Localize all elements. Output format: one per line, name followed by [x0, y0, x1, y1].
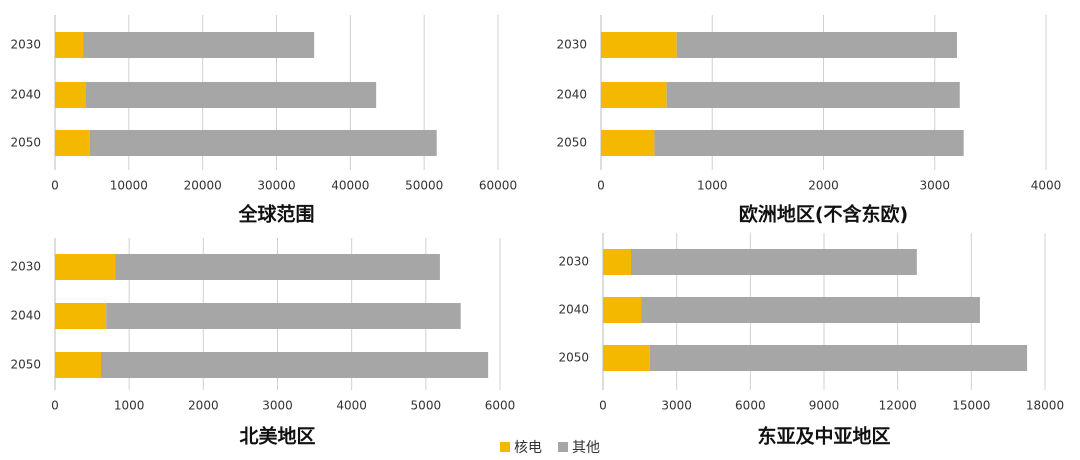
legend-swatch	[500, 442, 510, 452]
bar-segment	[83, 32, 315, 58]
bar-segment	[55, 32, 84, 58]
chart-title: 东亚及中亚地区	[757, 425, 890, 448]
x-tick-label: 2000	[188, 399, 219, 413]
bar-segment	[601, 130, 655, 156]
y-tick-label: 2040	[558, 303, 589, 317]
y-tick-label: 2050	[558, 351, 589, 365]
x-tick-label: 0	[597, 179, 605, 193]
x-tick-label: 3000	[919, 179, 950, 193]
x-tick-label: 6000	[485, 399, 516, 413]
y-tick-label: 2050	[556, 136, 587, 150]
bar-segment	[89, 130, 437, 156]
y-tick-label: 2050	[10, 358, 41, 372]
x-tick-label: 1000	[114, 399, 145, 413]
bar-segment	[649, 345, 1028, 371]
y-tick-label: 2040	[10, 309, 41, 323]
legend-label: 其他	[572, 440, 600, 456]
bar-segment	[630, 249, 917, 275]
x-tick-label: 12000	[879, 399, 917, 413]
chart-title: 北美地区	[239, 425, 315, 448]
y-tick-label: 2030	[556, 38, 587, 52]
y-tick-label: 2030	[558, 255, 589, 269]
bar-segment	[55, 303, 107, 329]
x-tick-label: 1000	[697, 179, 728, 193]
x-tick-label: 40000	[331, 179, 369, 193]
bar-segment	[603, 345, 650, 371]
bar-segment	[106, 303, 461, 329]
bar-segment	[603, 249, 631, 275]
bar-segment	[55, 130, 90, 156]
x-tick-label: 4000	[1031, 179, 1062, 193]
x-tick-label: 10000	[110, 179, 148, 193]
x-tick-label: 0	[51, 399, 59, 413]
x-tick-label: 0	[51, 179, 59, 193]
y-tick-label: 2050	[10, 136, 41, 150]
x-tick-label: 6000	[735, 399, 766, 413]
x-tick-label: 30000	[257, 179, 295, 193]
bar-segment	[55, 82, 87, 108]
bar-segment	[601, 32, 677, 58]
y-tick-label: 2030	[10, 38, 41, 52]
x-tick-label: 50000	[405, 179, 443, 193]
bar-segment	[641, 297, 980, 323]
x-tick-label: 3000	[661, 399, 692, 413]
bar-segment	[666, 82, 960, 108]
bar-segment	[100, 352, 489, 378]
legend-label: 核电	[514, 440, 542, 456]
bar-segment	[601, 82, 667, 108]
x-tick-label: 5000	[411, 399, 442, 413]
bar-segment	[676, 32, 957, 58]
x-tick-label: 0	[599, 399, 607, 413]
bar-segment	[603, 297, 642, 323]
bar-segment	[55, 352, 101, 378]
y-tick-label: 2040	[10, 88, 41, 102]
bar-segment	[86, 82, 377, 108]
x-tick-label: 9000	[809, 399, 840, 413]
y-tick-label: 2030	[10, 260, 41, 274]
x-tick-label: 60000	[479, 179, 517, 193]
chart-title: 欧洲地区(不含东欧)	[739, 203, 908, 226]
x-tick-label: 20000	[184, 179, 222, 193]
y-tick-label: 2040	[556, 88, 587, 102]
x-tick-label: 18000	[1026, 399, 1064, 413]
x-tick-label: 2000	[808, 179, 839, 193]
x-tick-label: 4000	[336, 399, 367, 413]
legend-swatch	[558, 442, 568, 452]
x-tick-label: 3000	[262, 399, 293, 413]
bar-segment	[55, 254, 116, 280]
x-tick-label: 15000	[952, 399, 990, 413]
bar-segment	[115, 254, 440, 280]
bar-segment	[654, 130, 964, 156]
chart-title: 全球范围	[237, 203, 314, 226]
